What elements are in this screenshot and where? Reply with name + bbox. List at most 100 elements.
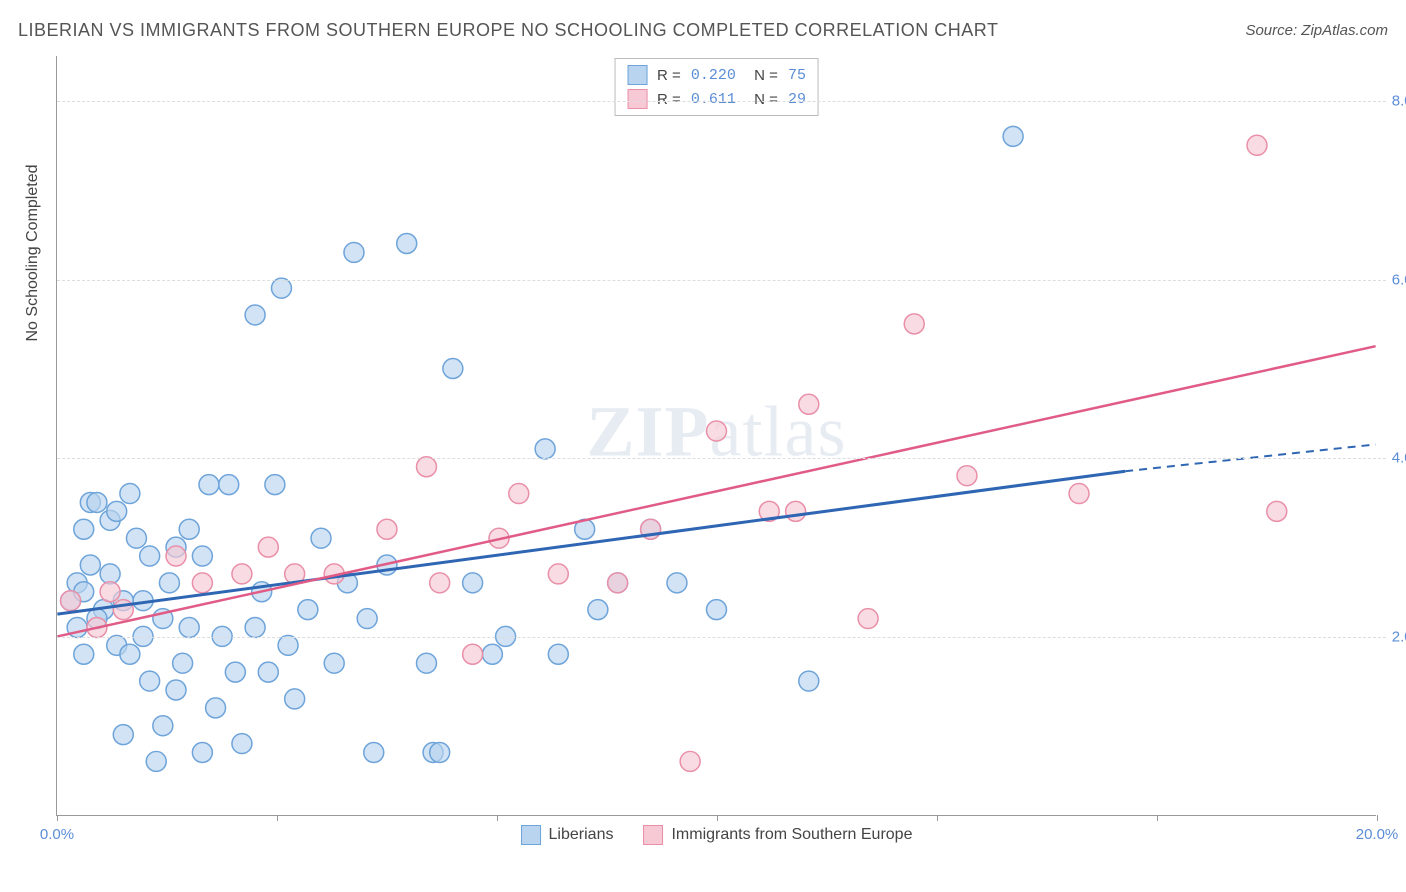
data-point — [140, 671, 160, 691]
legend-n-label: N = — [746, 91, 778, 108]
data-point — [245, 305, 265, 325]
legend-n-value: 29 — [788, 91, 806, 108]
x-tick-label: 20.0% — [1356, 826, 1399, 843]
source-attribution: Source: ZipAtlas.com — [1245, 22, 1388, 39]
trend-line — [57, 346, 1375, 636]
data-point — [146, 751, 166, 771]
data-point — [858, 609, 878, 629]
y-tick-label: 4.0% — [1384, 450, 1406, 467]
data-point — [1003, 126, 1023, 146]
legend-swatch — [627, 65, 647, 85]
legend-row: R =0.220 N =75 — [627, 63, 806, 87]
y-tick-label: 2.0% — [1384, 629, 1406, 646]
data-point — [192, 573, 212, 593]
data-point — [159, 573, 179, 593]
data-point — [219, 475, 239, 495]
legend-row: R = 0.611 N = 29 — [627, 87, 806, 111]
x-tick — [1157, 815, 1158, 821]
data-point — [74, 519, 94, 539]
data-point — [166, 546, 186, 566]
data-point — [113, 725, 133, 745]
legend-n-value: 75 — [788, 67, 806, 84]
data-point — [100, 564, 120, 584]
legend-n-label: N = — [746, 67, 778, 84]
data-point — [608, 573, 628, 593]
legend-r-value: 0.220 — [691, 67, 736, 84]
y-tick-label: 6.0% — [1384, 271, 1406, 288]
data-point — [192, 743, 212, 763]
legend-swatch — [521, 825, 541, 845]
data-point — [265, 475, 285, 495]
data-point — [153, 716, 173, 736]
data-point — [463, 573, 483, 593]
data-point — [707, 600, 727, 620]
data-point — [80, 555, 100, 575]
data-point — [179, 519, 199, 539]
data-point — [443, 359, 463, 379]
x-tick — [1377, 815, 1378, 821]
legend-label: Liberians — [549, 826, 614, 844]
gridline — [57, 458, 1386, 459]
data-point — [377, 519, 397, 539]
data-point — [126, 528, 146, 548]
data-point — [667, 573, 687, 593]
data-point — [482, 644, 502, 664]
data-point — [87, 492, 107, 512]
legend-swatch — [643, 825, 663, 845]
legend-label: Immigrants from Southern Europe — [671, 826, 912, 844]
data-point — [61, 591, 81, 611]
data-point — [225, 662, 245, 682]
legend-r-value: 0.611 — [691, 91, 736, 108]
x-tick — [497, 815, 498, 821]
data-point — [548, 644, 568, 664]
data-point — [904, 314, 924, 334]
y-axis-title: No Schooling Completed — [24, 165, 42, 342]
data-point — [245, 617, 265, 637]
data-point — [535, 439, 555, 459]
data-point — [707, 421, 727, 441]
data-point — [957, 466, 977, 486]
data-point — [298, 600, 318, 620]
x-tick-label: 0.0% — [40, 826, 74, 843]
data-point — [680, 751, 700, 771]
data-point — [1069, 484, 1089, 504]
data-point — [344, 242, 364, 262]
data-point — [285, 689, 305, 709]
data-point — [1267, 501, 1287, 521]
data-point — [258, 662, 278, 682]
trend-line — [57, 471, 1125, 614]
data-point — [74, 644, 94, 664]
data-point — [509, 484, 529, 504]
data-point — [271, 278, 291, 298]
data-point — [416, 653, 436, 673]
data-point — [311, 528, 331, 548]
data-point — [100, 582, 120, 602]
data-point — [324, 653, 344, 673]
x-tick — [277, 815, 278, 821]
data-point — [786, 501, 806, 521]
scatter-plot: ZIPatlas R =0.220 N =75R = 0.611 N =29 L… — [56, 56, 1376, 816]
data-point — [588, 600, 608, 620]
data-point — [799, 394, 819, 414]
gridline — [57, 637, 1386, 638]
x-tick — [57, 815, 58, 821]
data-point — [364, 743, 384, 763]
data-point — [1247, 135, 1267, 155]
data-point — [199, 475, 219, 495]
y-tick-label: 8.0% — [1384, 92, 1406, 109]
legend-item: Immigrants from Southern Europe — [643, 825, 912, 845]
chart-header: LIBERIAN VS IMMIGRANTS FROM SOUTHERN EUR… — [18, 20, 1388, 41]
legend-r-label: R = — [657, 91, 681, 108]
data-point — [430, 573, 450, 593]
correlation-legend: R = 0.220 N = 75 R = 0.611 N = 29 — [614, 58, 819, 116]
gridline — [57, 101, 1386, 102]
data-point — [258, 537, 278, 557]
data-point — [357, 609, 377, 629]
x-tick — [717, 815, 718, 821]
data-point — [140, 546, 160, 566]
data-point — [173, 653, 193, 673]
data-point — [179, 617, 199, 637]
data-point — [120, 484, 140, 504]
data-point — [113, 600, 133, 620]
data-point — [232, 564, 252, 584]
